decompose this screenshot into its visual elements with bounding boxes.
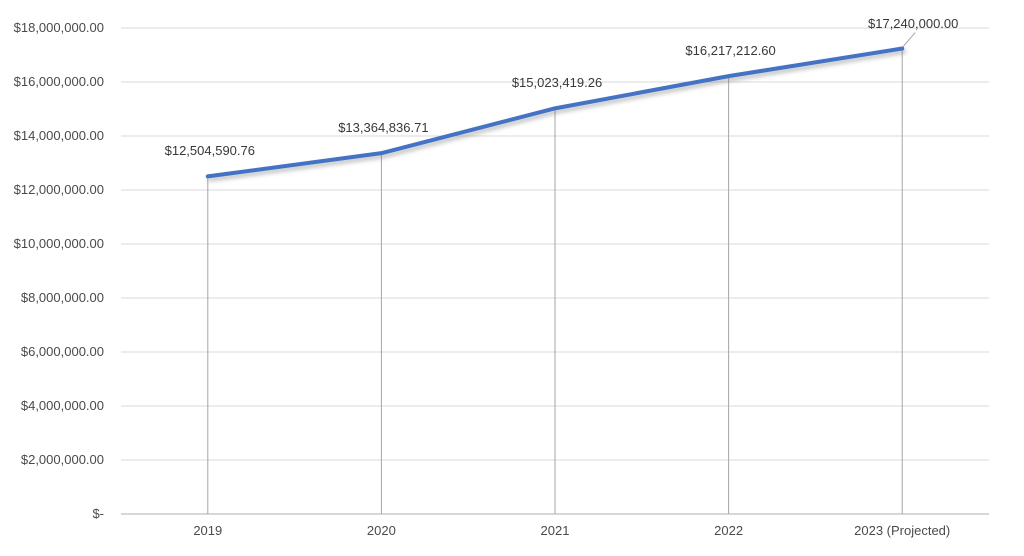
y-axis-tick-label: $6,000,000.00 (20, 344, 104, 359)
x-axis-tick-label: 2023 (Projected) (854, 523, 951, 538)
y-axis-tick-label: $14,000,000.00 (13, 128, 104, 143)
y-axis-tick-label: $18,000,000.00 (13, 20, 104, 35)
x-axis-tick-label: 2022 (714, 523, 744, 538)
x-axis-tick-label: 2019 (193, 523, 223, 538)
data-label: $17,240,000.00 (868, 15, 959, 31)
series-line (205, 46, 905, 179)
x-axis-tick-label: 2021 (540, 523, 570, 538)
y-axis-tick-label: $10,000,000.00 (13, 236, 104, 251)
data-label: $12,504,590.76 (164, 143, 255, 159)
y-axis-tick-label: $4,000,000.00 (20, 398, 104, 413)
y-axis-tick-label: $12,000,000.00 (13, 182, 104, 197)
y-axis-tick-label: $16,000,000.00 (13, 74, 104, 89)
y-axis-tick-label: $2,000,000.00 (20, 452, 104, 467)
leader-line (902, 32, 916, 47)
y-axis-tick-label: $8,000,000.00 (20, 290, 104, 305)
data-label: $16,217,212.60 (685, 43, 776, 59)
x-axis-tick-label: 2020 (366, 523, 396, 538)
data-label: $15,023,419.26 (511, 75, 603, 91)
data-label: $13,364,836.71 (338, 120, 429, 136)
y-axis-tick-label: $- (92, 506, 104, 521)
